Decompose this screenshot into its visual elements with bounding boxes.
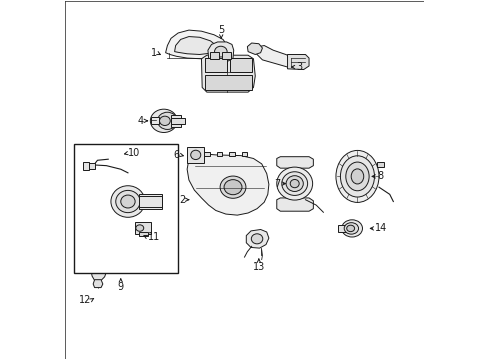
Polygon shape: [174, 37, 217, 54]
Bar: [171, 115, 181, 127]
Polygon shape: [276, 198, 313, 211]
Ellipse shape: [121, 195, 135, 208]
Bar: [222, 51, 230, 59]
Polygon shape: [247, 43, 262, 54]
Polygon shape: [93, 280, 102, 288]
Polygon shape: [276, 157, 313, 168]
Bar: [228, 152, 234, 156]
Ellipse shape: [220, 176, 245, 198]
Ellipse shape: [335, 150, 378, 202]
Ellipse shape: [340, 156, 374, 197]
Bar: [203, 152, 209, 156]
Bar: [135, 222, 151, 234]
Ellipse shape: [345, 162, 368, 191]
Bar: [74, 144, 178, 273]
Ellipse shape: [350, 169, 363, 184]
Polygon shape: [207, 42, 233, 61]
Ellipse shape: [281, 172, 307, 195]
Text: 6: 6: [173, 150, 180, 160]
Polygon shape: [201, 55, 255, 92]
Ellipse shape: [251, 234, 262, 244]
Bar: [171, 118, 184, 124]
Ellipse shape: [136, 225, 143, 231]
Ellipse shape: [346, 225, 354, 231]
Bar: [139, 194, 162, 209]
Text: 5: 5: [218, 25, 224, 35]
Ellipse shape: [214, 46, 226, 57]
Bar: [230, 58, 251, 72]
Polygon shape: [187, 153, 268, 215]
Bar: [87, 163, 95, 169]
Text: 2: 2: [179, 195, 185, 205]
Text: 10: 10: [128, 148, 140, 158]
Bar: [210, 51, 219, 59]
Text: 14: 14: [375, 224, 387, 233]
Text: 4: 4: [138, 116, 144, 126]
Ellipse shape: [285, 176, 303, 192]
Polygon shape: [255, 45, 303, 69]
Ellipse shape: [290, 180, 299, 188]
Ellipse shape: [276, 167, 312, 200]
Ellipse shape: [157, 112, 177, 130]
Bar: [241, 152, 247, 156]
Bar: [151, 117, 159, 125]
Text: 12: 12: [79, 295, 91, 305]
Bar: [337, 225, 351, 232]
Ellipse shape: [116, 190, 140, 213]
Polygon shape: [246, 229, 268, 248]
Bar: [204, 75, 251, 90]
Text: 7: 7: [274, 179, 280, 189]
Bar: [216, 152, 222, 156]
Polygon shape: [287, 54, 308, 69]
Bar: [187, 147, 204, 163]
Text: 13: 13: [252, 262, 264, 273]
Polygon shape: [91, 262, 106, 280]
Ellipse shape: [341, 220, 362, 237]
Ellipse shape: [159, 116, 170, 126]
Text: 11: 11: [147, 232, 160, 242]
Ellipse shape: [111, 186, 144, 217]
Ellipse shape: [224, 180, 242, 195]
Bar: [83, 162, 88, 170]
Text: 8: 8: [376, 171, 383, 181]
Ellipse shape: [190, 150, 201, 159]
Bar: [376, 162, 384, 167]
Polygon shape: [165, 30, 226, 59]
Bar: [139, 196, 162, 207]
Bar: [139, 232, 147, 236]
Ellipse shape: [150, 109, 177, 132]
Ellipse shape: [344, 223, 358, 234]
Text: 1: 1: [150, 48, 156, 58]
Text: 9: 9: [118, 282, 123, 292]
Bar: [204, 58, 226, 72]
Text: 3: 3: [296, 62, 302, 72]
